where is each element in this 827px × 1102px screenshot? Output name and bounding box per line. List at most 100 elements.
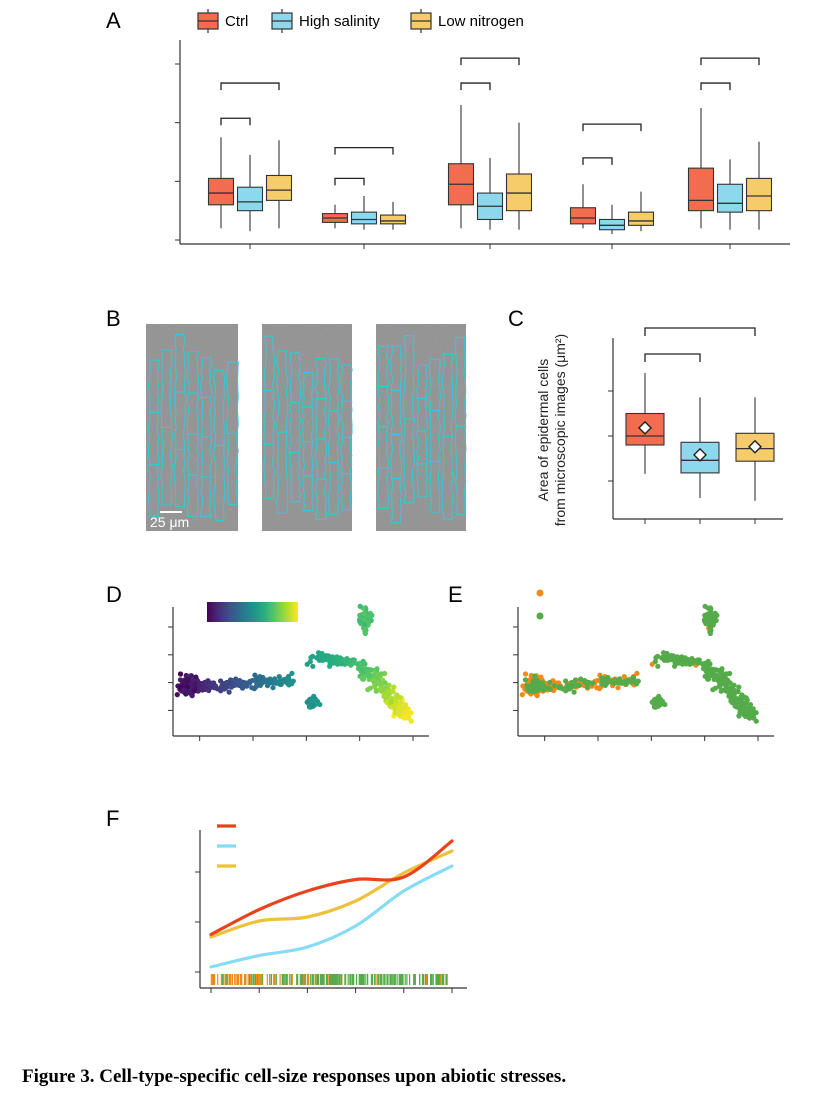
b-cell-outline — [377, 426, 390, 469]
chart-f-cell-size-line — [195, 824, 467, 993]
d-point — [289, 670, 295, 677]
e-point — [621, 674, 627, 680]
d-point — [374, 666, 380, 672]
a-box-mesophyll-low-nitrogen — [265, 140, 293, 229]
d-point — [225, 681, 231, 687]
d-point — [286, 675, 292, 682]
e-point — [610, 679, 616, 685]
d-point — [304, 661, 310, 667]
panel-b-micrographs: 25 μm — [146, 324, 467, 531]
b-cell-outline — [340, 436, 353, 475]
e-point — [751, 715, 757, 721]
d-point — [226, 689, 232, 695]
e-point — [617, 676, 623, 682]
a-box-mesophyll-high-salinity — [236, 154, 264, 232]
a-significance-bracket — [700, 82, 731, 91]
e-point — [599, 681, 605, 687]
e-point — [704, 675, 711, 681]
d-point — [327, 663, 333, 669]
a-significance-bracket — [582, 123, 642, 132]
d-point — [277, 678, 283, 684]
e-point — [724, 687, 730, 694]
d-point — [256, 676, 262, 682]
d-point — [361, 610, 367, 617]
b-cell-outline — [147, 464, 160, 518]
d-point — [272, 676, 278, 682]
a-box-parenchymal-high-salinity — [350, 196, 378, 230]
e-point — [586, 679, 592, 686]
e-point — [576, 682, 583, 689]
e-point — [682, 655, 688, 661]
b-cell-outline — [315, 398, 327, 440]
a-box — [379, 214, 407, 225]
b-cell-outline — [199, 357, 213, 398]
d-point — [390, 689, 396, 695]
d-point — [174, 692, 180, 698]
b-cell-outline — [213, 444, 226, 521]
e-point — [557, 684, 563, 690]
e-point — [569, 680, 575, 686]
d-point — [388, 699, 394, 705]
e-points — [519, 603, 759, 724]
d-point — [379, 681, 385, 687]
f-line-ctrl — [209, 839, 454, 937]
a-significance-bracket — [334, 177, 365, 186]
chart-e-celltype-scatter — [513, 589, 774, 741]
a-box-primordium-ctrl — [569, 184, 597, 229]
e-point — [541, 683, 547, 689]
b-cell-outline — [390, 433, 403, 480]
d-point — [308, 655, 314, 661]
d-point — [374, 680, 380, 686]
e-point — [709, 615, 716, 621]
e-point — [719, 666, 725, 672]
a-box — [207, 177, 235, 206]
d-colorbar — [207, 602, 298, 622]
d-point — [333, 660, 339, 666]
d-point — [391, 684, 397, 690]
e-point — [659, 655, 665, 661]
a-box — [745, 177, 773, 212]
legend-high-salinity-key — [271, 9, 293, 33]
e-point — [672, 663, 678, 669]
d-point — [373, 688, 379, 694]
d-point — [392, 706, 398, 713]
d-point — [344, 659, 350, 665]
e-point — [615, 685, 621, 691]
b-cell-outline — [389, 477, 403, 524]
e-point — [735, 689, 741, 695]
b-cell-outline — [377, 467, 390, 509]
a-box — [687, 167, 715, 212]
legend-a: Ctrl High salinity Low nitrogen — [197, 9, 524, 33]
panel-label-a: A — [106, 8, 121, 33]
b-cell-outline — [263, 443, 276, 499]
e-point — [736, 684, 742, 690]
e-point — [665, 657, 672, 663]
b-cell-outline — [441, 436, 454, 520]
b-cell-outline — [289, 451, 301, 503]
d-point — [247, 678, 253, 684]
a-box — [716, 183, 744, 213]
d-point — [359, 660, 365, 666]
e-point — [733, 699, 739, 705]
e-point — [533, 677, 540, 683]
e-point — [714, 612, 720, 619]
d-point — [314, 655, 320, 661]
d-point — [320, 657, 326, 663]
c-y-axis-label: Area of epidermal cellsfrom microscopic … — [535, 334, 568, 526]
a-significance-bracket — [220, 117, 251, 126]
chart-d-pseudotime-scatter — [168, 602, 429, 741]
d-point — [276, 674, 282, 680]
b-cell-outline — [340, 400, 353, 438]
f-line-low-nitrogen — [209, 849, 454, 939]
e-point — [547, 686, 553, 692]
e-point — [531, 673, 538, 679]
e-point — [660, 650, 667, 656]
b-cell-outline — [301, 475, 315, 512]
c-significance-bracket — [644, 327, 756, 336]
a-box-mesophyll-ctrl — [207, 137, 235, 229]
e-point — [672, 658, 678, 664]
panel-label-e: E — [448, 582, 463, 607]
d-point — [265, 679, 271, 685]
b-cell-outline — [454, 425, 467, 516]
e-point — [655, 702, 661, 708]
